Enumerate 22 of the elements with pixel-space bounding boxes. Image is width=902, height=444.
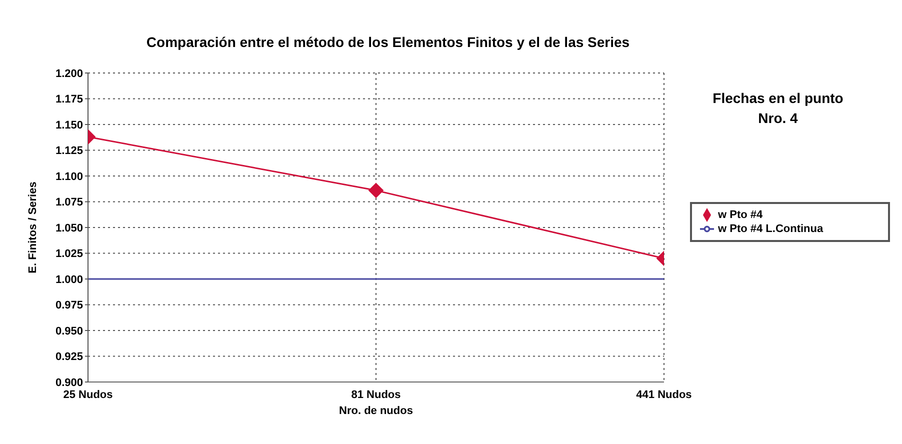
x-tick-label: 25 Nudos [63, 388, 113, 401]
y-tick-label: 0.975 [55, 300, 83, 312]
y-tick-label: 1.175 [55, 94, 83, 106]
legend-label: w Pto #4 [718, 208, 763, 221]
y-tick-label: 1.100 [55, 170, 83, 183]
y-tick-label: 1.150 [55, 119, 83, 132]
y-axis-title: E. Finitos / Series [26, 182, 39, 274]
chart-title: Comparación entre el método de los Elementos Finitos y el de las Series [145, 34, 631, 50]
y-tick-label: 1.200 [55, 68, 83, 80]
y-tick-label: 1.000 [55, 274, 83, 286]
x-axis-title: Nro. de nudos [339, 405, 413, 417]
y-tick-label: 0.900 [55, 376, 83, 389]
y-tick-label: 1.025 [55, 248, 83, 260]
legend-label: w Pto #4 L.Continua [718, 222, 824, 235]
y-tick-label: 1.050 [55, 222, 83, 234]
y-tick-label: 0.950 [55, 325, 83, 338]
x-tick-label: 441 Nudos [636, 388, 692, 401]
y-tick-label: 1.125 [55, 145, 83, 158]
y-tick-label: 1.075 [55, 196, 83, 209]
y-tick-label: 0.925 [55, 351, 83, 364]
text: Flechas en el punto Nro. 4 [712, 89, 844, 128]
x-tick-label: 81 Nudos [351, 388, 401, 401]
